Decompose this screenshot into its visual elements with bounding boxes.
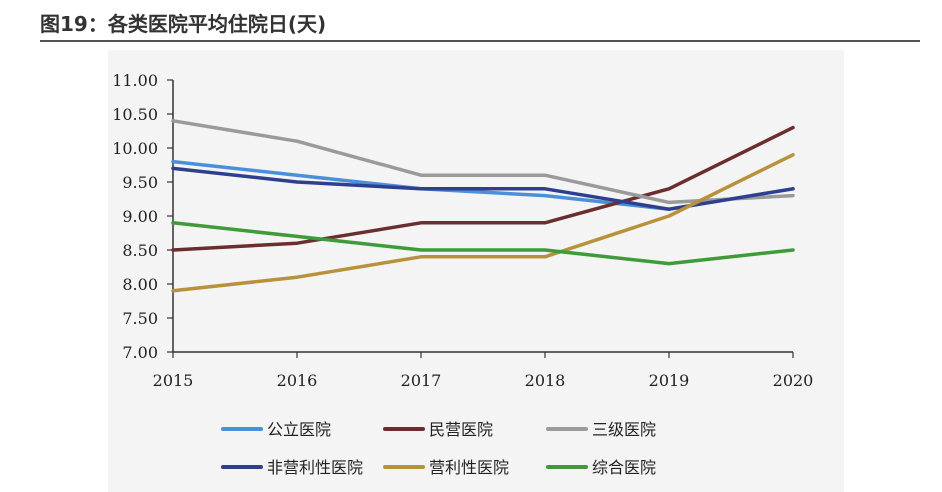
x-tick-label: 2018	[525, 371, 566, 390]
figure-title: 图19：各类医院平均住院日(天)	[40, 12, 327, 36]
legend-label: 公立医院	[267, 420, 331, 439]
series-line-5	[171, 153, 795, 293]
y-tick-label: 8.50	[122, 241, 158, 260]
y-tick-label: 11.00	[112, 71, 158, 90]
legend-label: 综合医院	[592, 458, 656, 477]
y-tick-label: 10.00	[112, 139, 158, 158]
series-line-6	[171, 221, 795, 266]
legend-label: 非营利性医院	[267, 458, 363, 477]
series-lines	[171, 119, 795, 293]
title-divider	[40, 40, 920, 42]
y-tick-label: 8.00	[122, 275, 158, 294]
y-tick-label: 9.50	[122, 173, 158, 192]
y-tick-label: 7.50	[122, 309, 158, 328]
x-tick-label: 2015	[153, 371, 194, 390]
chart-axes: 7.00 7.50 8.00 8.50 9.00 9.50 10.00 10.50 11.00 2…	[112, 71, 813, 390]
y-tick-label: 10.50	[112, 105, 158, 124]
y-tick-label: 7.00	[122, 343, 158, 362]
legend-label: 民营医院	[429, 420, 493, 439]
chart-background	[108, 50, 844, 492]
y-tick-label: 9.00	[122, 207, 158, 226]
legend-label: 三级医院	[592, 420, 656, 439]
x-tick-label: 2016	[277, 371, 318, 390]
series-line-3	[171, 119, 795, 205]
legend-label: 营利性医院	[429, 458, 509, 477]
series-line-2	[171, 125, 795, 252]
x-tick-label: 2019	[649, 371, 690, 390]
x-tick-label: 2017	[401, 371, 442, 390]
x-tick-label: 2020	[773, 371, 814, 390]
